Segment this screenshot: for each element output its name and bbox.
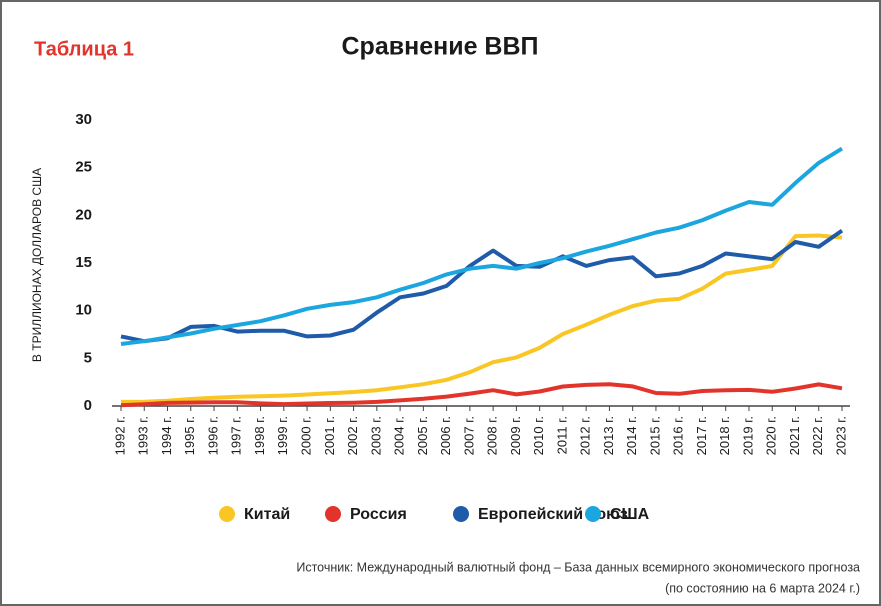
x-tick-label: 1999 г. [275,416,290,455]
series-line [120,228,844,344]
x-tick-label: 2018 г. [717,416,732,455]
x-tick-label: 2006 г. [438,416,453,455]
legend-swatch [585,506,601,522]
legend-swatch [453,506,469,522]
x-tick-label: 2017 г. [694,416,709,455]
x-tick-label: 1993 г. [136,416,151,455]
legend-label: США [610,506,650,523]
x-tick-label: 2008 г. [485,416,500,455]
y-tick-label: 20 [75,206,92,223]
y-tick-label: 5 [84,349,92,366]
y-tick-label: 10 [75,302,92,319]
x-tick-label: 2003 г. [368,416,383,455]
x-tick-label: 2016 г. [671,416,686,455]
legend-label: Россия [350,506,407,523]
x-tick-label: 2009 г. [508,416,523,455]
x-tick-label: 1995 г. [182,416,197,455]
x-tick-label: 2019 г. [740,416,755,455]
legend-label: Китай [244,506,290,523]
x-tick-label: 2007 г. [461,416,476,455]
y-axis-label: В ТРИЛЛИОНАХ ДОЛЛАРОВ США [30,168,44,362]
y-tick-label: 30 [75,111,92,128]
x-tick-label: 1994 г. [159,416,174,455]
x-tick-label: 2021 г. [787,416,802,455]
x-tick-label: 2012 г. [578,416,593,455]
series-line [120,233,843,404]
series-line [120,146,844,346]
x-tick-label: 1992 г. [112,416,127,455]
source: Источник: Международный валютный фонд – … [296,560,860,574]
y-tick-label: 15 [75,254,92,271]
x-tick-label: 2015 г. [647,416,662,455]
source: (по состоянию на 6 марта 2024 г.) [665,581,860,595]
x-tick-label: 2000 г. [299,416,314,455]
legend-label: Европейский союз [478,506,628,523]
x-tick-label: 1996 г. [205,416,220,455]
x-tick-label: 2014 г. [624,416,639,455]
x-tick-label: 2005 г. [415,416,430,455]
series-line [120,382,843,408]
x-tick-label: 2010 г. [531,416,546,455]
x-tick-label: 2011 г. [554,416,569,454]
x-tick-label: 2013 г. [601,416,616,455]
legend-swatch [219,506,235,522]
x-tick-label: 2002 г. [345,416,360,455]
x-tick-label: 1998 г. [252,416,267,455]
x-tick-label: 2022 г. [810,416,825,455]
table-label: Таблица 1 [34,38,134,60]
x-tick-label: 1997 г. [229,416,244,455]
y-tick-label: 25 [75,159,92,176]
x-tick-label: 2020 г. [764,416,779,455]
x-tick-label: 2004 г. [392,416,407,455]
x-tick-label: 2001 г. [322,416,337,455]
chart-title: Сравнение ВВП [342,33,539,61]
x-tick-label: 2023 г. [833,416,848,455]
legend-swatch [325,506,341,522]
y-tick-label: 0 [84,397,92,414]
